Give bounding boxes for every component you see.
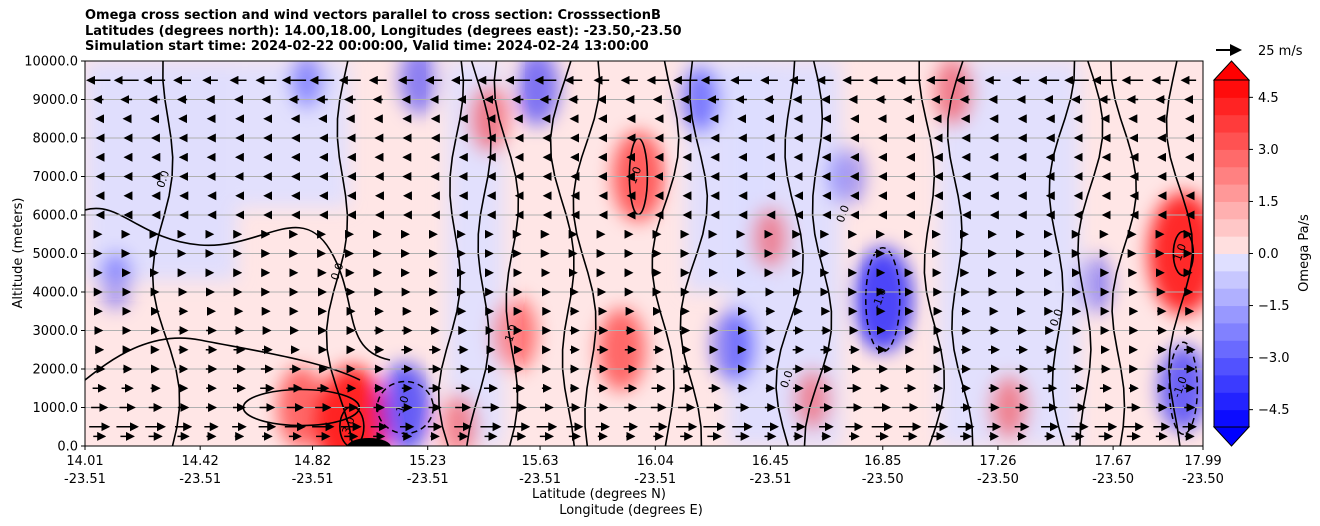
quiver-key: 25 m/s: [1216, 44, 1303, 59]
title-line-1: Omega cross section and wind vectors par…: [85, 8, 661, 23]
title-line-3: Simulation start time: 2024-02-22 00:00:…: [85, 39, 649, 54]
y-tick-label: 8000.0: [33, 132, 79, 147]
x-tick-label-lat: 15.63: [521, 454, 558, 469]
x-axis: 14.01 -23.51 14.42 -23.51 14.82 -23.51 15.23 -2…: [64, 446, 1224, 487]
colorbar-segment: [1214, 184, 1249, 202]
colorbar-segment: [1214, 357, 1249, 376]
contour-zero: [85, 337, 361, 381]
x-tick-label-lat: 16.04: [637, 454, 674, 469]
colorbar-segment: [1214, 218, 1249, 237]
x-tick-label-lon: -23.51: [519, 472, 561, 487]
x-tick-label-lon: -23.50: [862, 472, 904, 487]
title-line-2: Latitudes (degrees north): 14.00,18.00, …: [85, 23, 682, 39]
colorbar-segment: [1214, 166, 1249, 185]
colorbar-segment: [1214, 322, 1249, 341]
y-tick-label: 10000.0: [24, 55, 78, 70]
y-tick-label: 0.0: [57, 440, 78, 455]
omega-cell: [1075, 253, 1112, 315]
x-tick-label-lon: -23.51: [179, 472, 221, 487]
x-tick-label-lon: -23.50: [1182, 472, 1224, 487]
x-tick-label-lon: -23.51: [292, 472, 334, 487]
y-tick-label: 9000.0: [33, 93, 79, 108]
y-axis-label: Altitude (meters): [11, 198, 26, 309]
colorbar-extend-max: [1212, 60, 1251, 81]
colorbar-segment: [1214, 201, 1249, 220]
colorbar-segment: [1214, 253, 1249, 272]
colorbar-segment: [1214, 270, 1249, 289]
x-tick-label-lon: -23.50: [977, 472, 1019, 487]
plot-area: 0.00.01.01.0-1.0-1.0-1.03.00.00.00.01.0: [85, 61, 1203, 446]
x-tick-label-lat: 17.99: [1184, 454, 1221, 469]
colorbar-segment: [1214, 305, 1249, 324]
x-tick-label-lat: 14.82: [294, 454, 331, 469]
colorbar-segment: [1214, 114, 1249, 133]
colorbar-segment: [1214, 80, 1249, 98]
omega-cell: [515, 61, 560, 126]
x-tick-label-lat: 15.23: [409, 454, 446, 469]
x-tick-label-lon: -23.51: [407, 472, 449, 487]
colorbar-tick-label: 4.5: [1258, 91, 1279, 106]
contour-negative: [865, 246, 901, 353]
y-tick-label: 5000.0: [33, 247, 79, 262]
y-tick-label: 4000.0: [33, 286, 79, 301]
contour-negative: [1168, 341, 1199, 435]
quiver-key-label: 25 m/s: [1258, 44, 1303, 59]
x-tick-label-lon: -23.51: [64, 472, 106, 487]
contour-label: 0.0: [328, 261, 346, 282]
x-tick-label-lat: 17.26: [979, 454, 1016, 469]
contour-label: 0.0: [778, 369, 796, 390]
colorbar-label: Omega Pa/s: [1297, 214, 1312, 292]
omega-cell: [752, 207, 789, 269]
y-tick-label: 2000.0: [33, 363, 79, 378]
colorbar-segment: [1214, 97, 1249, 116]
terrain-mound: [347, 438, 391, 446]
y-tick-label: 7000.0: [33, 170, 79, 185]
colorbar-tick-label: −4.5: [1258, 403, 1290, 418]
colorbar-segment: [1214, 340, 1249, 359]
wind-vectors: [86, 75, 1197, 441]
omega-cell: [711, 308, 756, 384]
colorbar: 4.5 3.0 1.5 0.0 −1.5 −3.0 −4.5: [1212, 60, 1290, 447]
colorbar-segment: [1214, 149, 1249, 168]
colorbar-segment: [1214, 132, 1249, 150]
colorbar-tick-label: 3.0: [1258, 143, 1279, 158]
x-tick-label-lat: 16.45: [752, 454, 789, 469]
chart-title: Omega cross section and wind vectors par…: [85, 8, 682, 55]
x-tick-label-lat: 14.01: [66, 454, 103, 469]
x-tick-label-lon: -23.50: [1092, 472, 1134, 487]
colorbar-tick-label: −1.5: [1258, 299, 1290, 314]
colorbar-segment: [1214, 374, 1249, 393]
contour-label: 0.0: [834, 203, 852, 224]
y-tick-label: 6000.0: [33, 209, 79, 224]
colorbar-segment: [1214, 409, 1249, 428]
colorbar-segment: [1214, 392, 1249, 411]
omega-cell: [98, 251, 133, 310]
omega-cell: [289, 61, 324, 109]
colorbar-extend-min: [1212, 426, 1251, 447]
colorbar-tick-label: 1.5: [1258, 195, 1279, 210]
colorbar-tick-label: −3.0: [1258, 351, 1290, 366]
colorbar-segment: [1214, 236, 1249, 254]
contour-zero: [85, 207, 391, 361]
x-tick-label-lat: 14.42: [182, 454, 219, 469]
x-axis-label-longitude: Longitude (degrees E): [559, 503, 703, 518]
colorbar-segment: [1214, 288, 1249, 307]
x-tick-label-lat: 16.85: [864, 454, 901, 469]
x-tick-label-lon: -23.51: [749, 472, 791, 487]
y-axis: 0.0 1000.0 2000.0 3000.0 4000.0 5000.0 6000.0 7…: [24, 55, 85, 455]
x-tick-label-lat: 17.67: [1095, 454, 1132, 469]
x-tick-label-lon: -23.51: [634, 472, 676, 487]
x-axis-label-latitude: Latitude (degrees N): [532, 487, 666, 502]
y-tick-label: 3000.0: [33, 324, 79, 339]
y-tick-label: 1000.0: [33, 401, 79, 416]
colorbar-tick-label: 0.0: [1258, 247, 1279, 262]
